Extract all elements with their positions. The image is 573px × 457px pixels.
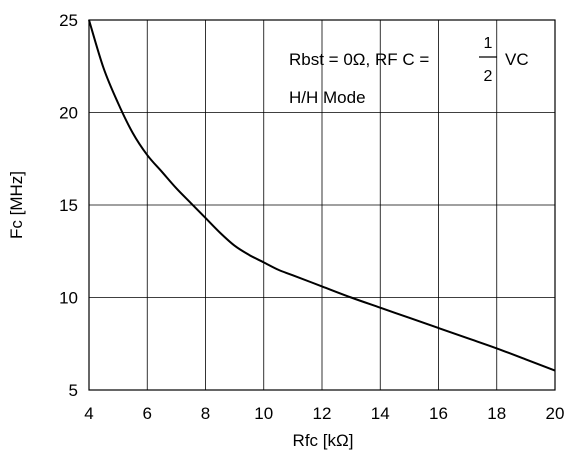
fraction-numerator: 1 bbox=[484, 35, 493, 52]
x-tick-label: 6 bbox=[143, 404, 152, 423]
x-tick-label: 18 bbox=[487, 404, 506, 423]
condition-prefix: Rbst = 0Ω, RF C = bbox=[289, 50, 429, 69]
plot-frame bbox=[88, 19, 556, 391]
x-tick-label: 4 bbox=[84, 404, 93, 423]
fraction-denominator: 2 bbox=[484, 68, 493, 85]
y-tick-label: 20 bbox=[59, 104, 78, 123]
y-tick-label: 10 bbox=[59, 289, 78, 308]
y-tick-label: 25 bbox=[59, 11, 78, 30]
x-axis-label: Rfc [kΩ] bbox=[293, 431, 354, 450]
y-axis-label: Fc [MHz] bbox=[7, 171, 26, 239]
x-tick-label: 20 bbox=[546, 404, 565, 423]
x-tick-labels: 4 6 8 10 12 14 16 18 20 bbox=[84, 404, 564, 423]
condition-annotation: Rbst = 0Ω, RF C = 1 2 VC bbox=[289, 35, 529, 85]
x-tick-label: 12 bbox=[313, 404, 332, 423]
y-tick-label: 5 bbox=[69, 381, 78, 400]
y-tick-label: 15 bbox=[59, 196, 78, 215]
x-tick-label: 14 bbox=[371, 404, 390, 423]
y-tick-labels: 5 10 15 20 25 bbox=[59, 11, 78, 400]
series-line bbox=[88, 19, 556, 372]
x-tick-label: 8 bbox=[201, 404, 210, 423]
condition-suffix: VC bbox=[505, 50, 529, 69]
x-tick-label: 10 bbox=[254, 404, 273, 423]
mode-annotation: H/H Mode bbox=[289, 88, 366, 107]
x-tick-label: 16 bbox=[429, 404, 448, 423]
